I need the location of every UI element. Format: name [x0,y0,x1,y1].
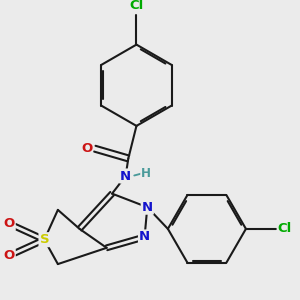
Text: Cl: Cl [278,222,292,236]
Text: N: N [120,169,131,182]
Text: H: H [141,167,151,180]
Text: O: O [81,142,92,155]
Text: S: S [40,233,49,246]
Text: Cl: Cl [129,0,144,12]
Text: N: N [142,201,153,214]
Text: O: O [4,217,15,230]
Text: N: N [139,230,150,244]
Text: O: O [4,250,15,262]
